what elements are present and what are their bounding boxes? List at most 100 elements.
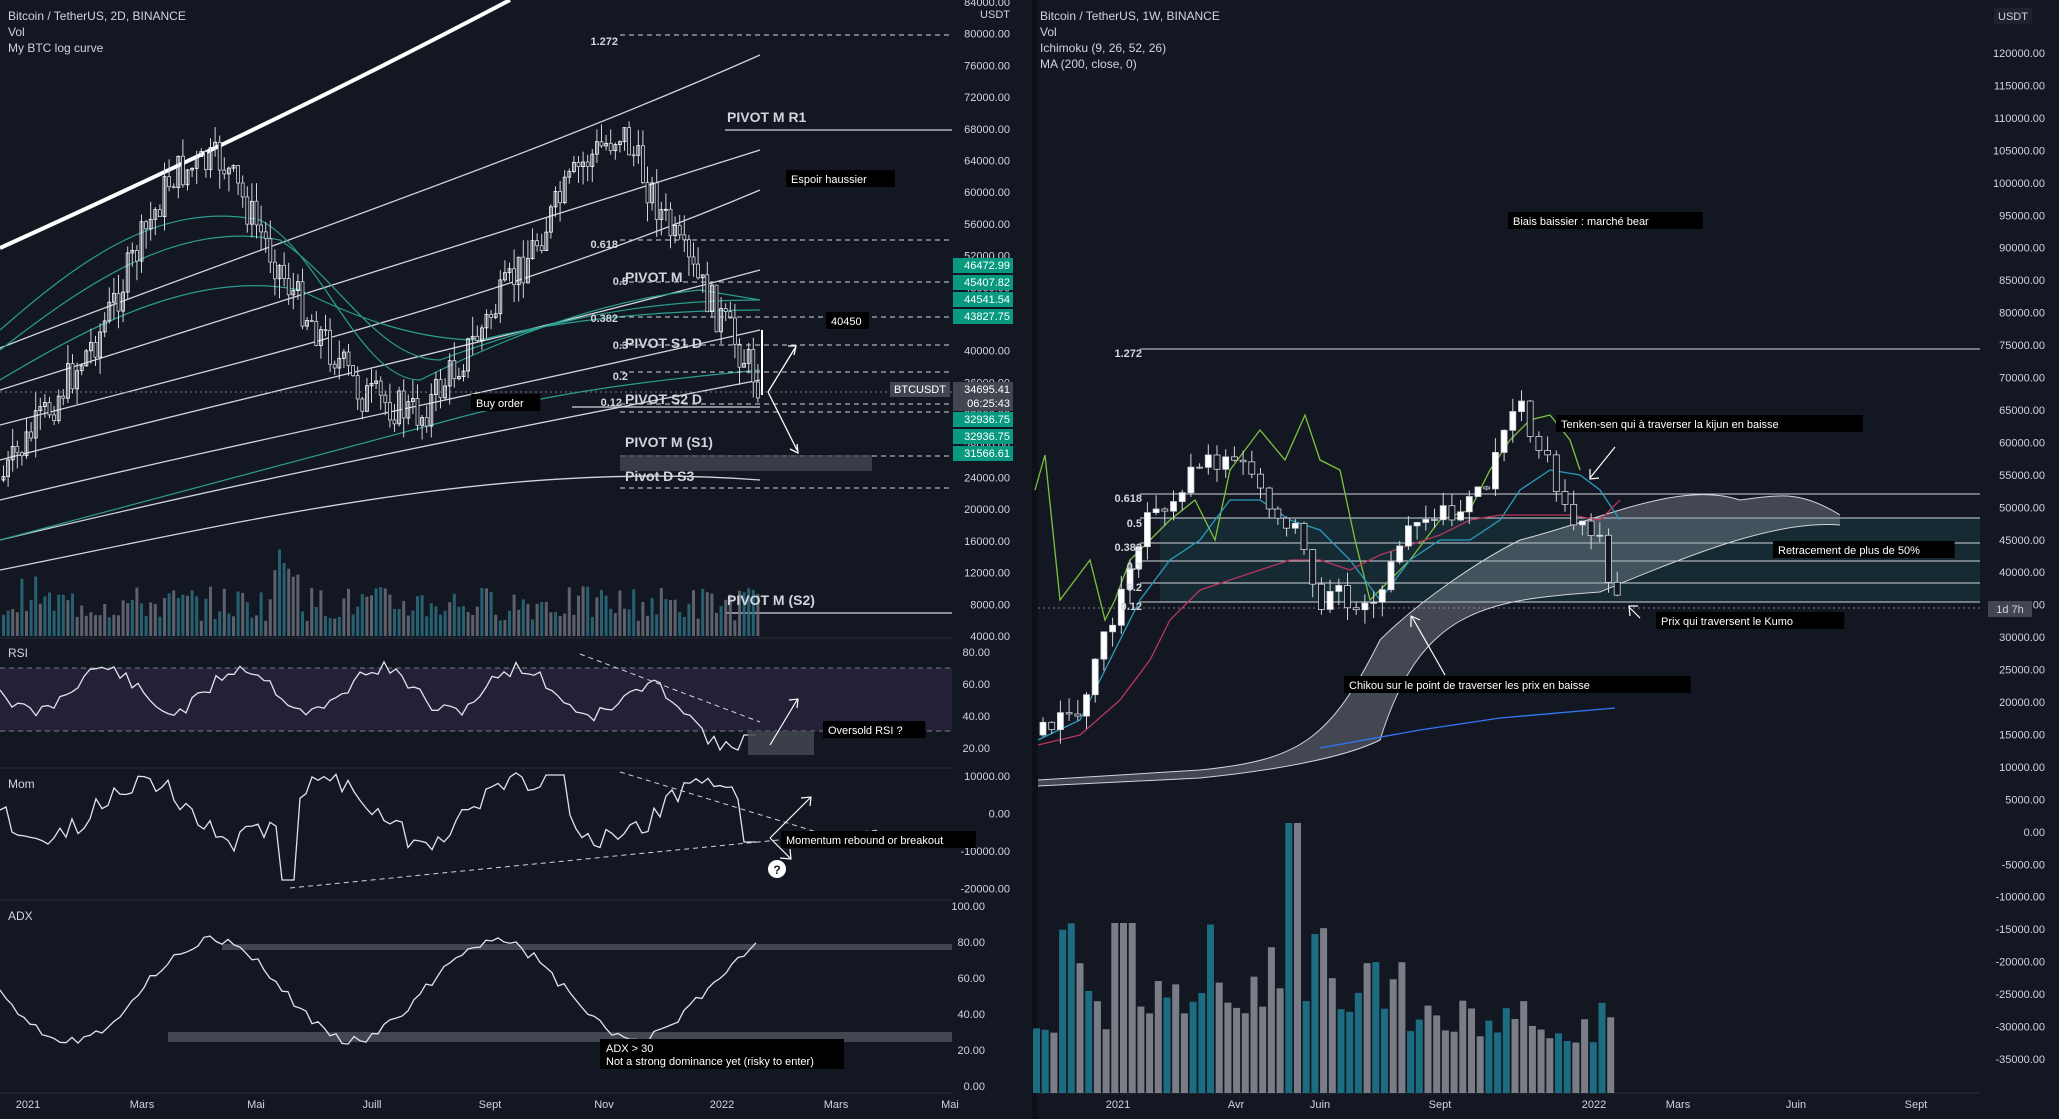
candle-body [277, 264, 282, 280]
right-price-tick: -5000.00 [2002, 859, 2045, 871]
volume-bar [181, 594, 185, 636]
weekly-candle-body [1483, 486, 1491, 490]
volume-bar [34, 576, 38, 636]
candle-body [180, 155, 185, 186]
candle-body [98, 331, 102, 358]
right-price-tick: -10000.00 [1995, 892, 2045, 904]
weekly-candle-body [1204, 454, 1212, 468]
volume-bar [613, 613, 617, 636]
volume-bar [512, 594, 516, 636]
weekly-volume-bar [1528, 1025, 1536, 1093]
fib-label-right: 0.618 [1114, 493, 1142, 505]
weekly-candle-body [1448, 505, 1456, 521]
right-price-tick: 80000.00 [1999, 308, 2045, 320]
volume-bar [291, 576, 295, 636]
oversold-rsi-label: Oversold RSI ? [828, 725, 903, 737]
weekly-volume-bar [1285, 823, 1293, 1093]
right-price-tick: 60000.00 [1999, 437, 2045, 449]
candle-body [15, 445, 20, 454]
volume-bar [107, 617, 111, 636]
candle-body [521, 256, 526, 284]
weekly-candle-body [1500, 429, 1508, 453]
pivot-label: PIVOT S2 D [625, 391, 702, 407]
candle-body [305, 320, 310, 327]
level-40450-label: 40450 [831, 316, 862, 328]
weekly-candle-body [1274, 508, 1282, 519]
right-price-tick: 20000.00 [1999, 697, 2045, 709]
candle-body [38, 406, 43, 412]
weekly-candle-body [1361, 602, 1369, 611]
volume-bar [135, 587, 139, 636]
candle-body [249, 200, 254, 225]
volume-bar [38, 603, 42, 636]
weekly-candle-body [1300, 522, 1308, 551]
weekly-volume-bar [1294, 823, 1301, 1093]
weekly-volume-bar [1555, 1033, 1562, 1093]
volume-bar [517, 609, 521, 636]
volume-bar [604, 595, 608, 636]
left-price-tick: 12000.00 [964, 568, 1010, 580]
volume-bar [126, 603, 130, 636]
volume-bar [641, 602, 645, 636]
panel-divider [1032, 0, 1038, 1119]
right-price-tick: 10000.00 [1999, 762, 2045, 774]
candle-body [125, 252, 130, 293]
candle-body [608, 142, 613, 152]
volume-bar [66, 600, 70, 636]
volume-bar [655, 614, 659, 636]
weekly-volume-bar [1363, 963, 1371, 1093]
fib-label-left: 0.5 [613, 276, 628, 288]
price-tag: 45407.82 [964, 277, 1010, 289]
candle-body [226, 167, 231, 175]
fib-label-right: 0.12 [1121, 601, 1142, 613]
tenkan-sen [1037, 469, 1621, 741]
candle-body [691, 256, 696, 265]
candle-body [309, 320, 314, 322]
tenken-label: Tenken-sen qui à traverser la kijun en b… [1561, 419, 1779, 431]
price-tag: 43827.75 [964, 311, 1010, 323]
candle-body [438, 379, 443, 399]
candle-body [650, 182, 654, 204]
left-time-tick: 2022 [710, 1099, 734, 1111]
weekly-candle-body [1457, 511, 1464, 521]
weekly-candle-body [1196, 466, 1203, 469]
volume-bar [411, 610, 415, 636]
rsi-line [0, 660, 756, 752]
candle-body [208, 147, 213, 171]
momentum-line [0, 772, 756, 881]
volume-bar [577, 595, 580, 636]
left-indicator-vol[interactable]: Vol [8, 25, 25, 39]
candle-body [544, 231, 549, 252]
weekly-volume-bar [1102, 1029, 1110, 1093]
volume-bar [485, 588, 488, 636]
left-chart-title[interactable]: Bitcoin / TetherUS, 2D, BINANCE [8, 9, 186, 23]
candle-body [553, 191, 558, 208]
volume-bar [245, 602, 249, 636]
volume-bar [480, 587, 484, 636]
weekly-candle-body [1074, 713, 1082, 717]
right-indicator-ma[interactable]: MA (200, close, 0) [1040, 57, 1137, 71]
weekly-volume-bar [1215, 982, 1223, 1093]
left-indicator-logcurve[interactable]: My BTC log curve [8, 41, 104, 55]
candle-body [323, 329, 328, 332]
right-time-tick: Juin [1786, 1099, 1806, 1111]
adx-tick: 60.00 [957, 973, 985, 985]
left-price-tick: 4000.00 [970, 631, 1010, 643]
candle-body [751, 348, 756, 383]
right-indicator-ichimoku[interactable]: Ichimoku (9, 26, 52, 26) [1040, 41, 1167, 55]
weekly-candle-body [1465, 496, 1473, 513]
chikou-label-box [1344, 676, 1691, 693]
weekly-volume-bar [1511, 1018, 1519, 1093]
candle-body [157, 209, 162, 217]
right-chart-title[interactable]: Bitcoin / TetherUS, 1W, BINANCE [1040, 9, 1220, 23]
volume-bar [89, 612, 93, 636]
volume-bar [342, 598, 346, 636]
left-time-tick: Mai [247, 1099, 265, 1111]
candle-body [576, 162, 581, 168]
weekly-candle-body [1422, 519, 1430, 523]
candle-body [66, 363, 70, 399]
candle-body [595, 141, 599, 155]
pivot-label: PIVOT M (S2) [727, 592, 815, 608]
candle-body [493, 313, 498, 318]
right-indicator-vol[interactable]: Vol [1040, 25, 1057, 39]
